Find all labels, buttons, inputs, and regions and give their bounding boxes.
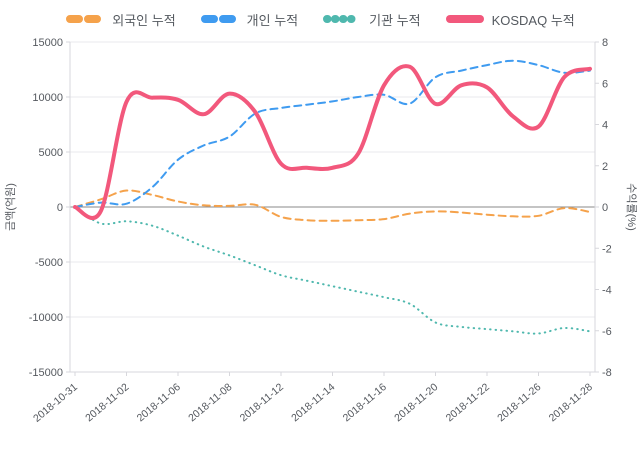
x-tick-label: 2018-11-20 — [392, 381, 440, 424]
foreign-line-swatch — [66, 15, 105, 23]
x-tick-label: 2018-11-12 — [238, 381, 286, 424]
legend-label-foreign: 외국인 누적 — [112, 12, 176, 28]
left-tick-label: 5000 — [39, 147, 63, 159]
left-tick-label: 15000 — [32, 37, 63, 49]
x-tick-label: 2018-11-28 — [547, 381, 595, 424]
x-tick-label: 2018-11-22 — [444, 381, 492, 424]
series-line-institution — [74, 206, 591, 335]
gridlines — [70, 41, 595, 373]
right-tick-label: 2 — [602, 161, 608, 173]
x-tick-label: 2018-11-02 — [83, 381, 131, 424]
left-tick-label: -10000 — [29, 312, 63, 324]
institution-line-swatch — [323, 15, 362, 23]
left-axis-ticks: 15000 10000 5000 0 -5000 -10000 -15000 — [29, 37, 70, 379]
x-tick-label: 2018-11-16 — [341, 381, 389, 424]
right-tick-label: -4 — [602, 285, 612, 297]
left-tick-label: -5000 — [35, 257, 63, 269]
legend-label-individual: 개인 누적 — [246, 12, 299, 28]
right-tick-label: 0 — [602, 202, 608, 214]
x-tick-label: 2018-11-26 — [495, 381, 543, 424]
right-axis-title: 수익률(%) — [625, 183, 638, 230]
right-tick-label: 4 — [602, 120, 608, 132]
legend-item-kosdaq[interactable]: KOSDAQ 누적 — [445, 10, 575, 29]
legend-item-foreign[interactable]: 외국인 누적 — [65, 10, 176, 29]
right-axis-ticks: 8 6 4 2 0 -2 -4 -6 -8 — [595, 37, 612, 379]
legend-item-institution[interactable]: 기관 누적 — [322, 10, 421, 29]
right-tick-label: -2 — [602, 243, 612, 255]
right-tick-label: 8 — [602, 37, 608, 49]
x-tick-label: 2018-11-14 — [289, 381, 337, 424]
right-tick-label: -6 — [602, 326, 612, 338]
left-tick-label: 0 — [57, 202, 63, 214]
legend-label-kosdaq: KOSDAQ 누적 — [491, 12, 575, 28]
series-line-individual — [74, 59, 591, 208]
x-tick-label: 2018-11-06 — [135, 381, 183, 424]
left-tick-label: 10000 — [32, 92, 63, 104]
series-line-foreign — [74, 189, 591, 222]
individual-line-swatch — [200, 15, 239, 23]
legend-label-institution: 기관 누적 — [369, 12, 421, 28]
left-axis-title: 금액(억원) — [4, 183, 17, 231]
right-tick-label: -8 — [602, 367, 612, 379]
x-tick-label: 2018-11-08 — [186, 381, 234, 424]
series-line-kosdaq — [73, 64, 592, 220]
chart-legend: 외국인 누적 개인 누적 기관 누적 KOSDAQ 누적 — [0, 6, 640, 32]
kosdaq-line-swatch — [445, 15, 484, 23]
x-axis-ticks: 2018-10-31 2018-11-02 2018-11-06 2018-11-08… — [31, 372, 595, 425]
left-tick-label: -15000 — [29, 367, 63, 379]
x-tick-label: 2018-10-31 — [31, 381, 80, 425]
right-tick-label: 6 — [602, 78, 608, 90]
legend-item-individual[interactable]: 개인 누적 — [200, 10, 298, 29]
